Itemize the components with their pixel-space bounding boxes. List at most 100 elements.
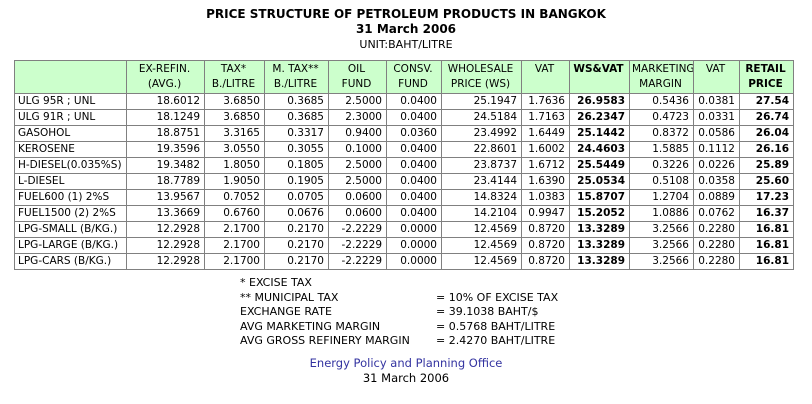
cell-wholesale-price: 23.4992	[441, 125, 522, 142]
cell-ws-and-vat: 25.0534	[569, 173, 630, 190]
cell-oil-fund: 0.0600	[328, 205, 387, 222]
cell-consv-fund: 0.0400	[386, 93, 442, 110]
cell-vat-1: 0.8720	[521, 253, 570, 270]
cell-marketing-margin: 0.5108	[629, 173, 694, 190]
cell-ex-refin-avg: 19.3482	[126, 157, 205, 174]
row-label: LPG-CARS (B/KG.)	[14, 253, 127, 270]
cell-vat-2: 0.0586	[693, 125, 740, 142]
header-cell-consv-fund: CONSV. FUND	[386, 60, 442, 94]
cell-vat-2: 0.1112	[693, 141, 740, 158]
cell-marketing-margin: 3.2566	[629, 253, 694, 270]
cell-tax-b-litre: 2.1700	[204, 253, 265, 270]
footnote-value: = 0.5768 BAHT/LITRE	[436, 319, 556, 333]
cell-wholesale-price: 22.8601	[441, 141, 522, 158]
table-row: LPG-CARS (B/KG.) 12.2928 2.1700 0.2170 -2.22…	[14, 253, 794, 270]
cell-vat-1: 1.6002	[521, 141, 570, 158]
row-label: LPG-SMALL (B/KG.)	[14, 221, 127, 238]
footnote-avg-marketing-margin: AVG MARKETING MARGIN = 0.5768 BAHT/LITRE	[240, 320, 812, 335]
cell-wholesale-price: 24.5184	[441, 109, 522, 126]
footnote-value: = 2.4270 BAHT/LITRE	[436, 334, 556, 347]
cell-wholesale-price: 12.4569	[441, 237, 522, 254]
row-label: H-DIESEL(0.035%S)	[14, 157, 127, 174]
table-row: H-DIESEL(0.035%S) 19.3482 1.8050 0.1805 2.50…	[14, 157, 794, 174]
cell-consv-fund: 0.0000	[386, 221, 442, 238]
cell-vat-1: 1.0383	[521, 189, 570, 206]
header-cell-m-tax-b-litre: M. TAX** B./LITRE	[264, 60, 329, 94]
cell-m-tax-b-litre: 0.3317	[264, 125, 329, 142]
cell-oil-fund: -2.2229	[328, 221, 387, 238]
price-table: EX-REFIN. (AVG.) TAX* B./LITRE M. TAX** B./LI…	[14, 60, 794, 270]
cell-marketing-margin: 3.2566	[629, 237, 694, 254]
cell-m-tax-b-litre: 0.2170	[264, 221, 329, 238]
table-row: FUEL600 (1) 2%S 13.9567 0.7052 0.0705 0.0600…	[14, 189, 794, 206]
header-cell-tax-b-litre: TAX* B./LITRE	[204, 60, 265, 94]
footnote-avg-gross-refinery-margin: AVG GROSS REFINERY MARGIN = 2.4270 BAHT/…	[240, 334, 812, 349]
footnote-label: AVG MARKETING MARGIN	[240, 319, 381, 333]
cell-m-tax-b-litre: 0.0705	[264, 189, 329, 206]
footnote-label: EXCHANGE RATE	[240, 305, 332, 318]
cell-marketing-margin: 1.0886	[629, 205, 694, 222]
cell-oil-fund: 0.9400	[328, 125, 387, 142]
cell-wholesale-price: 12.4569	[441, 253, 522, 270]
cell-marketing-margin: 0.3226	[629, 157, 694, 174]
cell-tax-b-litre: 0.7052	[204, 189, 265, 206]
cell-vat-2: 0.2280	[693, 253, 740, 270]
cell-consv-fund: 0.0400	[386, 141, 442, 158]
org-link[interactable]: Energy Policy and Planning Office	[309, 355, 503, 370]
cell-m-tax-b-litre: 0.3685	[264, 93, 329, 110]
cell-consv-fund: 0.0000	[386, 237, 442, 254]
footnote-label: AVG GROSS REFINERY MARGIN	[240, 334, 410, 347]
cell-ex-refin-avg: 18.7789	[126, 173, 205, 190]
header-cell-vat-2: VAT	[693, 60, 740, 94]
cell-oil-fund: 0.1000	[328, 141, 387, 158]
cell-retail-price: 16.81	[739, 253, 794, 270]
cell-consv-fund: 0.0400	[386, 189, 442, 206]
cell-wholesale-price: 25.1947	[441, 93, 522, 110]
cell-oil-fund: -2.2229	[328, 237, 387, 254]
title-date: 31 March 2006	[355, 22, 457, 36]
cell-m-tax-b-litre: 0.1905	[264, 173, 329, 190]
cell-marketing-margin: 1.5885	[629, 141, 694, 158]
cell-tax-b-litre: 3.3165	[204, 125, 265, 142]
header-cell-wholesale-price: WHOLESALE PRICE (WS)	[441, 60, 522, 94]
cell-ws-and-vat: 13.3289	[569, 237, 630, 254]
cell-m-tax-b-litre: 0.2170	[264, 253, 329, 270]
cell-m-tax-b-litre: 0.3055	[264, 141, 329, 158]
cell-tax-b-litre: 1.9050	[204, 173, 265, 190]
cell-vat-1: 0.8720	[521, 221, 570, 238]
footer-block: Energy Policy and Planning Office 31 Mar…	[0, 356, 812, 386]
cell-vat-2: 0.0358	[693, 173, 740, 190]
cell-ws-and-vat: 26.2347	[569, 109, 630, 126]
cell-marketing-margin: 1.2704	[629, 189, 694, 206]
cell-tax-b-litre: 1.8050	[204, 157, 265, 174]
row-label: GASOHOL	[14, 125, 127, 142]
footer-date: 31 March 2006	[362, 370, 450, 385]
cell-retail-price: 16.81	[739, 221, 794, 238]
header-cell-oil-fund: OIL FUND	[328, 60, 387, 94]
cell-tax-b-litre: 2.1700	[204, 237, 265, 254]
cell-tax-b-litre: 3.6850	[204, 109, 265, 126]
cell-ws-and-vat: 13.3289	[569, 221, 630, 238]
cell-m-tax-b-litre: 0.2170	[264, 237, 329, 254]
cell-ws-and-vat: 25.5449	[569, 157, 630, 174]
cell-wholesale-price: 14.8324	[441, 189, 522, 206]
cell-vat-2: 0.0331	[693, 109, 740, 126]
cell-oil-fund: 2.3000	[328, 109, 387, 126]
cell-tax-b-litre: 0.6760	[204, 205, 265, 222]
footnote-label: ** MUNICIPAL TAX	[240, 290, 339, 304]
row-label: KEROSENE	[14, 141, 127, 158]
table-row: ULG 91R ; UNL 18.1249 3.6850 0.3685 2.3000 0.…	[14, 109, 794, 126]
cell-consv-fund: 0.0400	[386, 173, 442, 190]
cell-ws-and-vat: 26.9583	[569, 93, 630, 110]
cell-vat-1: 1.7163	[521, 109, 570, 126]
header-cell-vat-1: VAT	[521, 60, 570, 94]
cell-marketing-margin: 0.8372	[629, 125, 694, 142]
cell-tax-b-litre: 3.0550	[204, 141, 265, 158]
cell-ex-refin-avg: 13.3669	[126, 205, 205, 222]
cell-ws-and-vat: 13.3289	[569, 253, 630, 270]
row-label: L-DIESEL	[14, 173, 127, 190]
cell-vat-1: 1.6712	[521, 157, 570, 174]
cell-marketing-margin: 0.5436	[629, 93, 694, 110]
row-label: FUEL600 (1) 2%S	[14, 189, 127, 206]
table-row: LPG-SMALL (B/KG.) 12.2928 2.1700 0.2170 -2.2…	[14, 221, 794, 238]
